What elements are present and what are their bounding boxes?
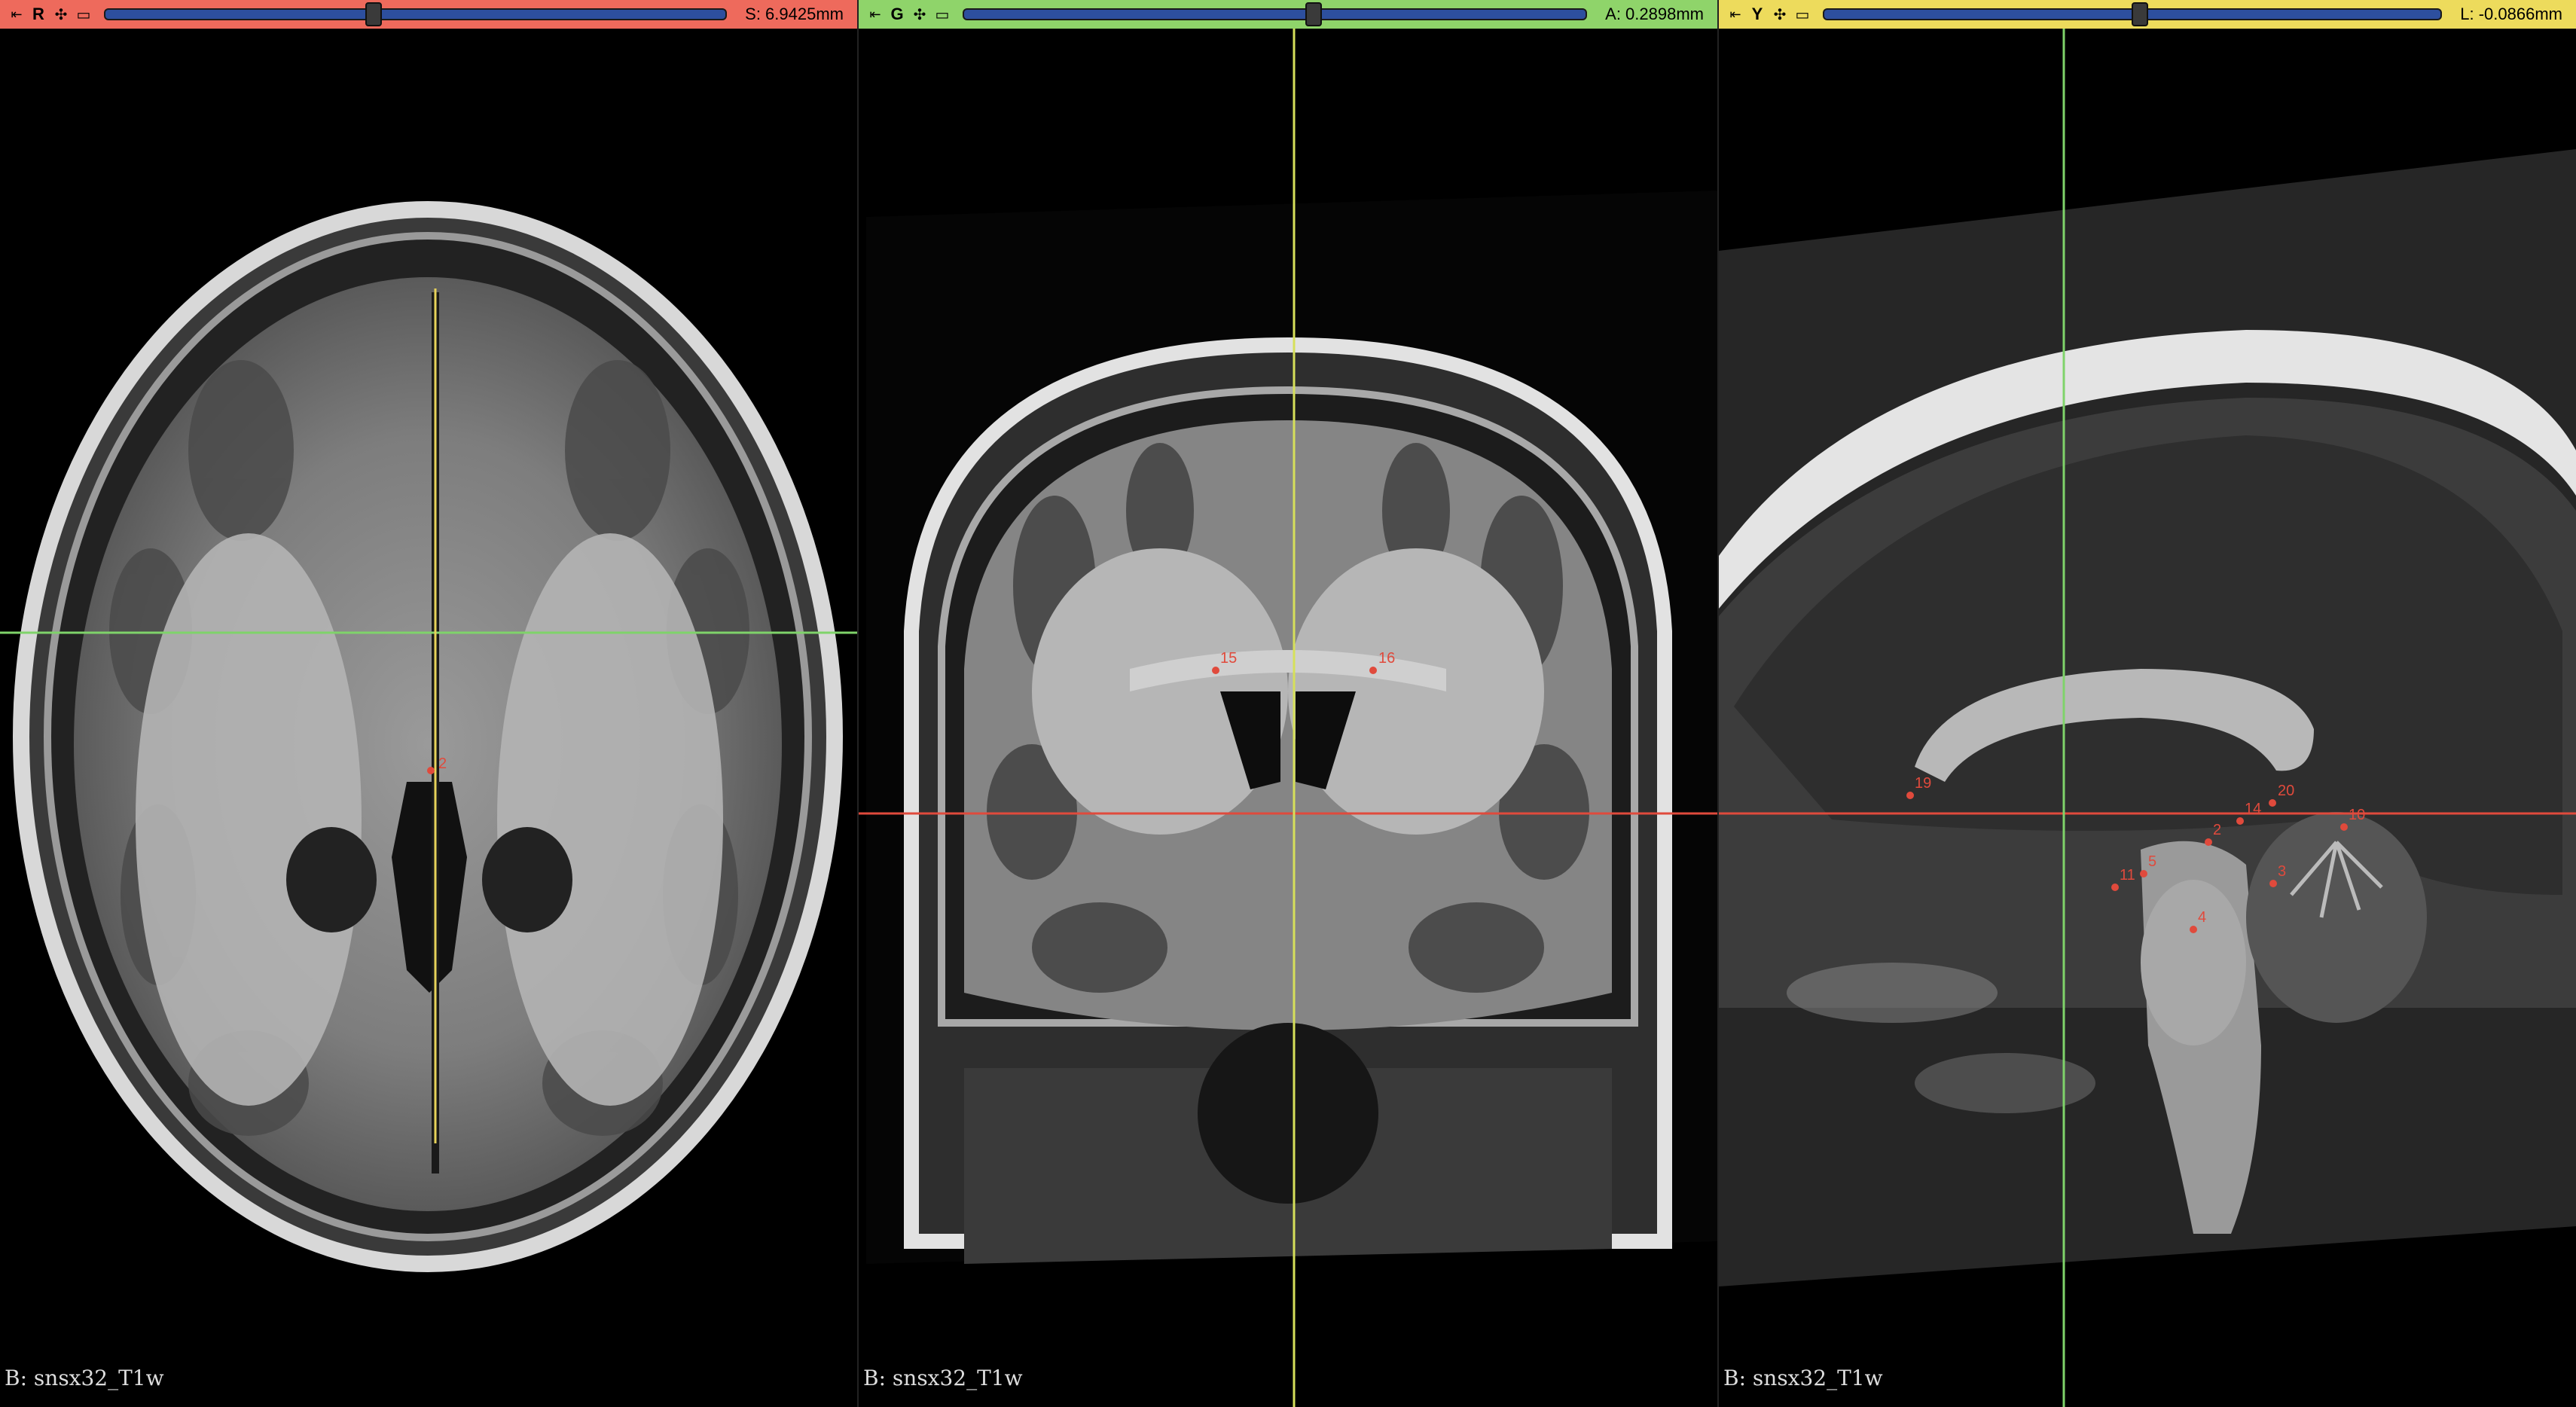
fiducial-label: 2 — [438, 755, 447, 772]
view-letter: Y — [1751, 5, 1763, 23]
link-icon[interactable]: ✣ — [913, 6, 926, 23]
coronal-image-canvas[interactable]: 15 16 — [859, 29, 1717, 1407]
slice-offset-value[interactable]: L: -0.0866mm — [2460, 5, 2562, 23]
slice-offset-slider[interactable] — [104, 2, 728, 26]
svg-text:10: 10 — [2349, 807, 2365, 823]
link-icon[interactable]: ✣ — [54, 6, 68, 23]
fiducial-label: 16 — [1378, 650, 1395, 667]
fiducial-marker: 11 — [2111, 867, 2135, 891]
coronal-view-controller-bar: ⇤ G ✣ ▭ A: 0.2898mm — [859, 0, 1717, 29]
fiducial-label: 15 — [1220, 650, 1237, 667]
slice-offset-slider[interactable] — [1823, 2, 2443, 26]
axial-image-canvas[interactable]: 2 — [0, 29, 857, 1407]
coronal-slice-view[interactable]: ⇤ G ✣ ▭ A: 0.2898mm — [859, 0, 1717, 1407]
fiducial-marker: 16 — [1369, 650, 1395, 674]
svg-text:20: 20 — [2278, 783, 2294, 799]
sagittal-image-canvas[interactable]: 19 20 14 2 10 5 11 3 4 — [1719, 29, 2576, 1407]
fiducial-marker: 20 — [2269, 783, 2294, 807]
pin-icon[interactable]: ⇤ — [1729, 6, 1741, 22]
view-options-icon[interactable]: ▭ — [1795, 6, 1810, 23]
slice-offset-value[interactable]: S: 6.9425mm — [745, 5, 844, 23]
view-letter: R — [32, 5, 44, 23]
background-volume-label: B: snsx32_T1w — [1723, 1366, 1883, 1390]
pin-icon[interactable]: ⇤ — [11, 6, 23, 22]
link-icon[interactable]: ✣ — [1773, 6, 1787, 23]
axial-view-controller-bar: ⇤ R ✣ ▭ S: 6.9425mm — [0, 0, 857, 29]
view-options-icon[interactable]: ▭ — [76, 6, 91, 23]
fiducial-marker: 5 — [2140, 853, 2156, 877]
slider-thumb[interactable] — [1305, 2, 1323, 26]
fiducial-marker: 2 — [2205, 822, 2221, 846]
svg-text:2: 2 — [2213, 822, 2221, 838]
fiducial-marker: 2 — [427, 755, 447, 774]
svg-text:3: 3 — [2278, 863, 2286, 880]
svg-text:14: 14 — [2245, 801, 2261, 817]
pin-icon[interactable]: ⇤ — [869, 6, 881, 22]
slider-thumb[interactable] — [2132, 2, 2149, 26]
fiducial-marker: 19 — [1906, 775, 1931, 799]
fiducial-marker: 15 — [1212, 650, 1237, 674]
background-volume-label: B: snsx32_T1w — [5, 1366, 164, 1390]
axial-slice-view[interactable]: ⇤ R ✣ ▭ S: 6.9425mm — [0, 0, 857, 1407]
fiducial-marker: 10 — [2340, 807, 2365, 831]
view-divider[interactable] — [1717, 0, 1719, 1407]
svg-text:5: 5 — [2148, 853, 2156, 870]
sagittal-view-controller-bar: ⇤ Y ✣ ▭ L: -0.0866mm — [1719, 0, 2576, 29]
slice-offset-value[interactable]: A: 0.2898mm — [1605, 5, 1704, 23]
background-volume-label: B: snsx32_T1w — [863, 1366, 1023, 1390]
fiducial-marker: 4 — [2190, 909, 2206, 933]
view-options-icon[interactable]: ▭ — [935, 6, 950, 23]
slider-thumb[interactable] — [365, 2, 382, 26]
sagittal-slice-view[interactable]: ⇤ Y ✣ ▭ L: -0.0866mm — [1719, 0, 2576, 1407]
svg-text:11: 11 — [2120, 867, 2135, 884]
fiducial-marker: 3 — [2269, 863, 2286, 887]
slice-offset-slider[interactable] — [963, 2, 1588, 26]
svg-text:4: 4 — [2198, 909, 2206, 926]
view-divider[interactable] — [857, 0, 859, 1407]
view-letter: G — [890, 5, 904, 23]
svg-text:19: 19 — [1915, 775, 1931, 792]
fiducial-marker: 14 — [2236, 801, 2261, 825]
